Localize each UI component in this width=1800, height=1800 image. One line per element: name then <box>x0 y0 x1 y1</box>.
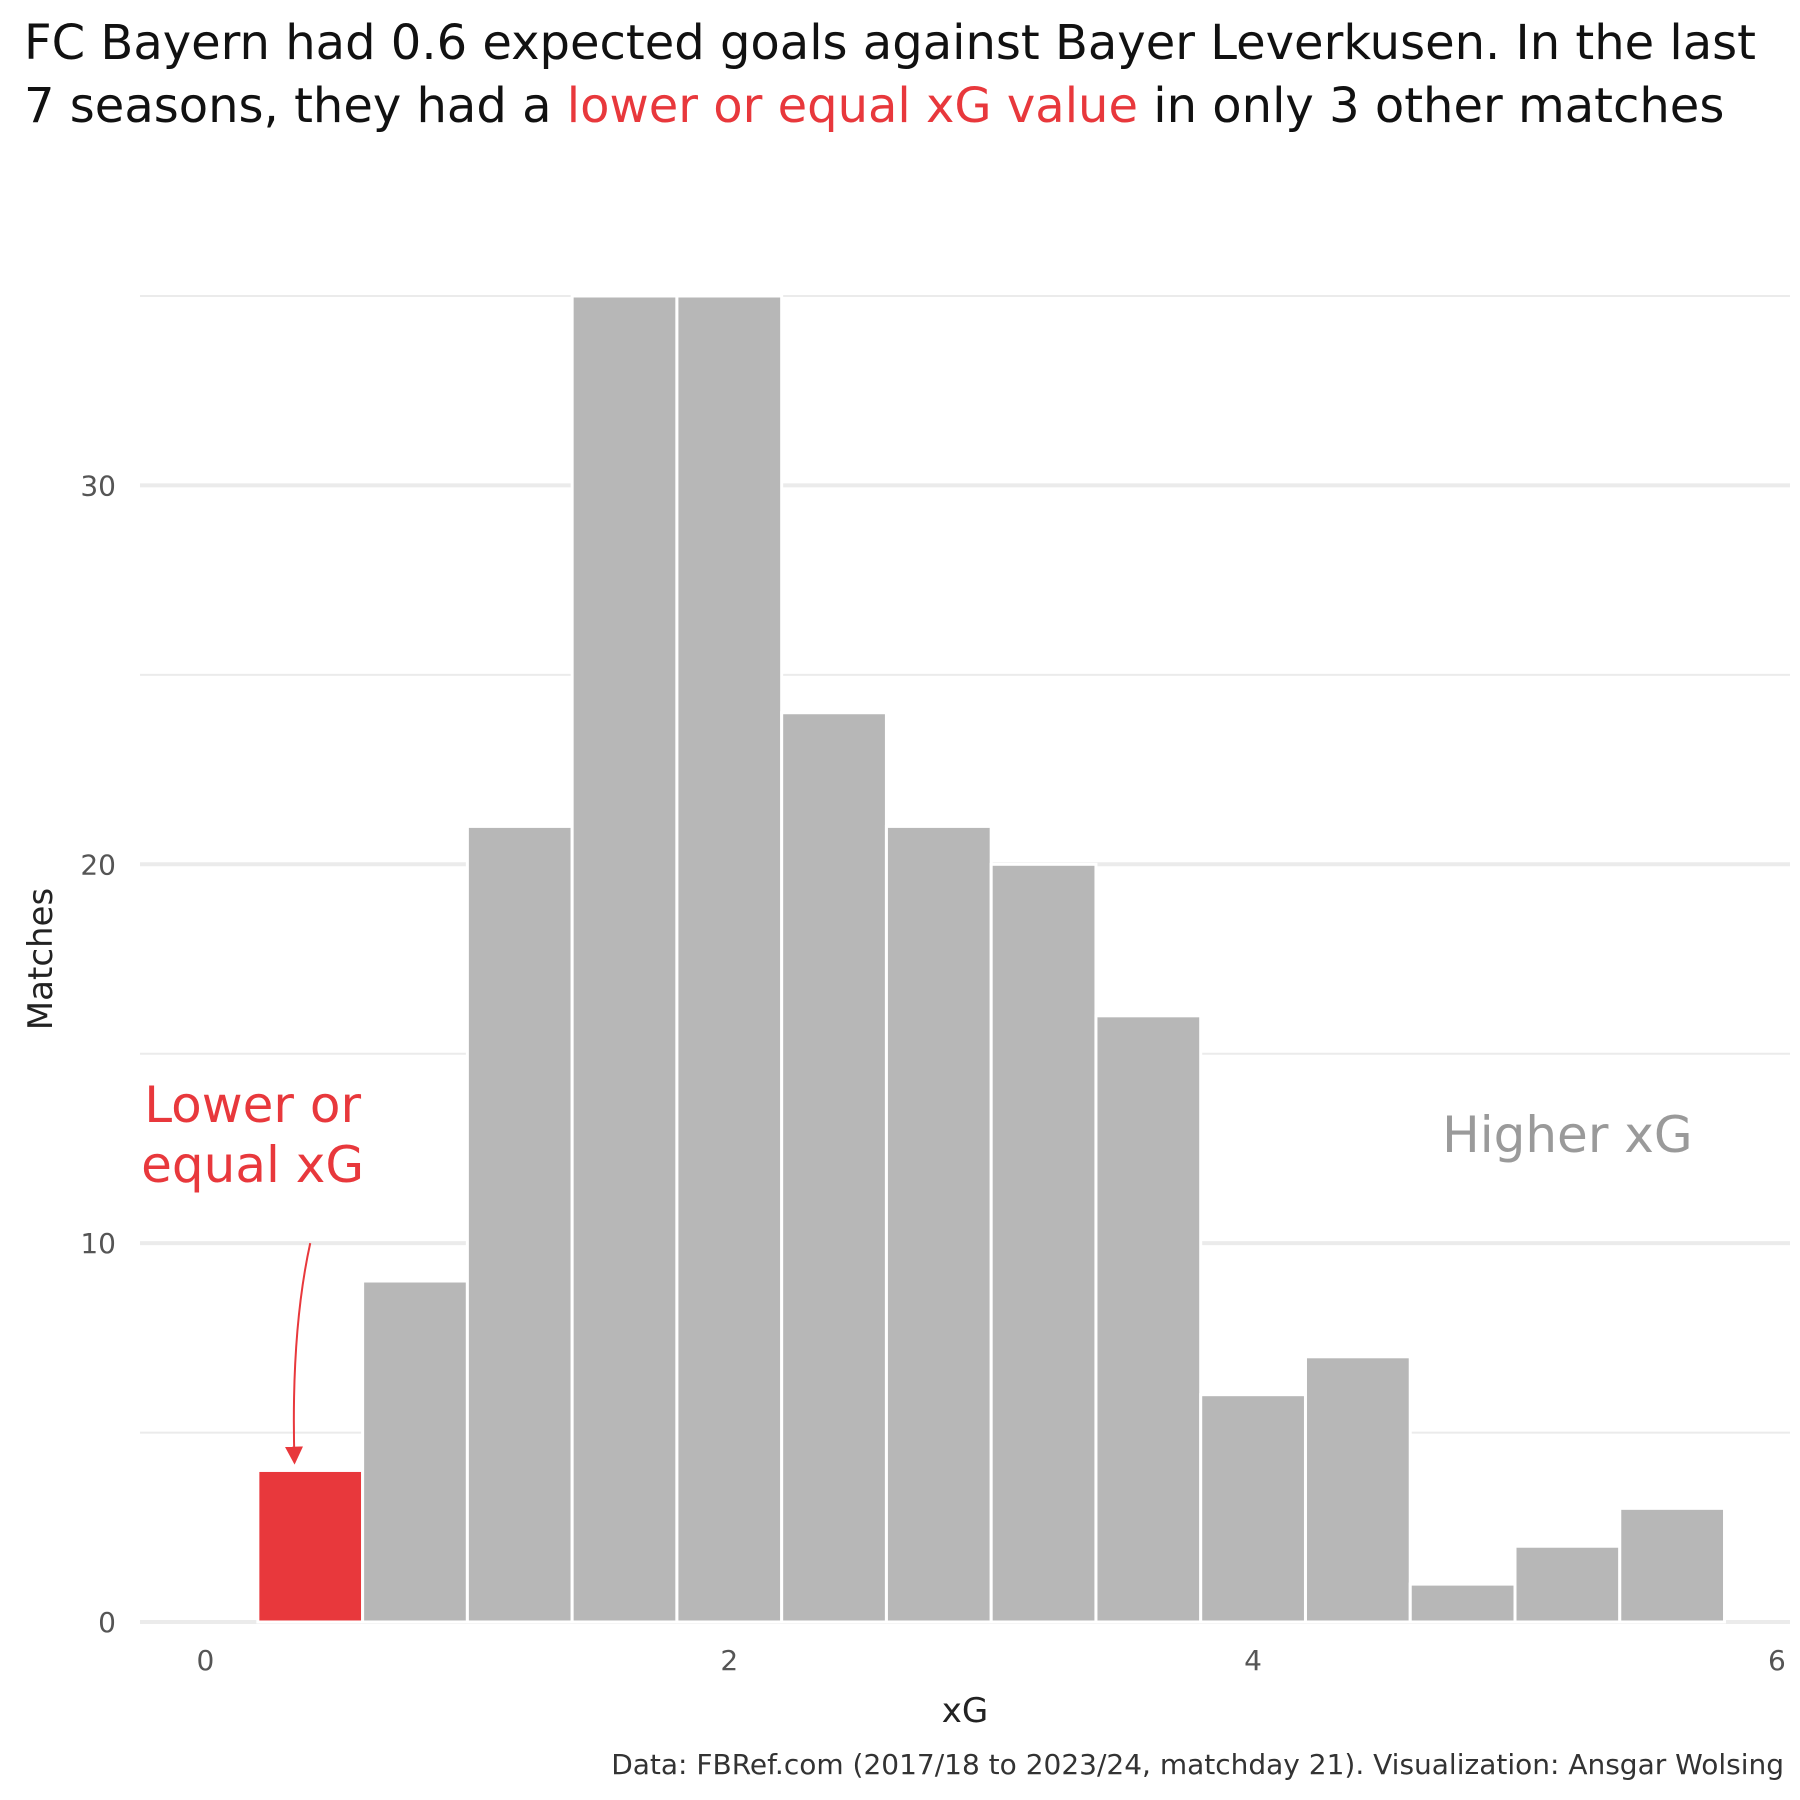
y-axis-title: Matches <box>21 888 61 1030</box>
annotation-arrow <box>285 1242 312 1465</box>
chart-title: FC Bayern had 0.6 expected goals against… <box>24 12 1764 138</box>
annotation-label-0: Lower or <box>144 1076 361 1134</box>
histogram-bar-10 <box>1199 1393 1307 1624</box>
annotation-label-0: equal xG <box>141 1136 364 1194</box>
y-tick-label: 30 <box>80 469 116 502</box>
histogram-bars <box>256 294 1727 1624</box>
histogram-bar-7 <box>884 824 993 1624</box>
histogram-bar-6 <box>780 711 888 1624</box>
histogram-bar-12 <box>1408 1582 1517 1624</box>
x-tick-label: 6 <box>1768 1644 1786 1677</box>
y-tick-label: 10 <box>80 1227 116 1260</box>
histogram-bar-13 <box>1513 1544 1622 1624</box>
source-caption: Data: FBRef.com (2017/18 to 2023/24, mat… <box>611 1748 1784 1781</box>
x-tick-label: 0 <box>197 1644 215 1677</box>
histogram-bar-5 <box>675 294 784 1624</box>
histogram-bar-1 <box>256 1468 365 1624</box>
histogram-bar-4 <box>570 294 679 1624</box>
x-tick-label: 2 <box>720 1644 738 1677</box>
histogram-bar-3 <box>465 824 574 1624</box>
x-tick-label: 4 <box>1244 1644 1262 1677</box>
histogram-bar-14 <box>1618 1506 1727 1624</box>
x-axis-title: xG <box>942 1691 988 1731</box>
title-part-2: in only 3 other matches <box>1138 78 1725 134</box>
histogram-bar-11 <box>1303 1355 1412 1624</box>
y-tick-label: 20 <box>80 848 116 881</box>
annotation-label-1: Higher xG <box>1442 1106 1692 1164</box>
histogram-bar-8 <box>989 862 1098 1624</box>
y-tick-label: 0 <box>98 1606 116 1639</box>
axes: 0 10 20 30 0 2 4 6 xG Matches <box>21 469 1786 1731</box>
title-highlight: lower or equal xG value <box>566 78 1138 134</box>
histogram-bar-9 <box>1094 1014 1203 1624</box>
histogram-bar-2 <box>361 1279 469 1624</box>
title-part-1: FC Bayern had 0.6 expected goals against… <box>24 15 1756 134</box>
